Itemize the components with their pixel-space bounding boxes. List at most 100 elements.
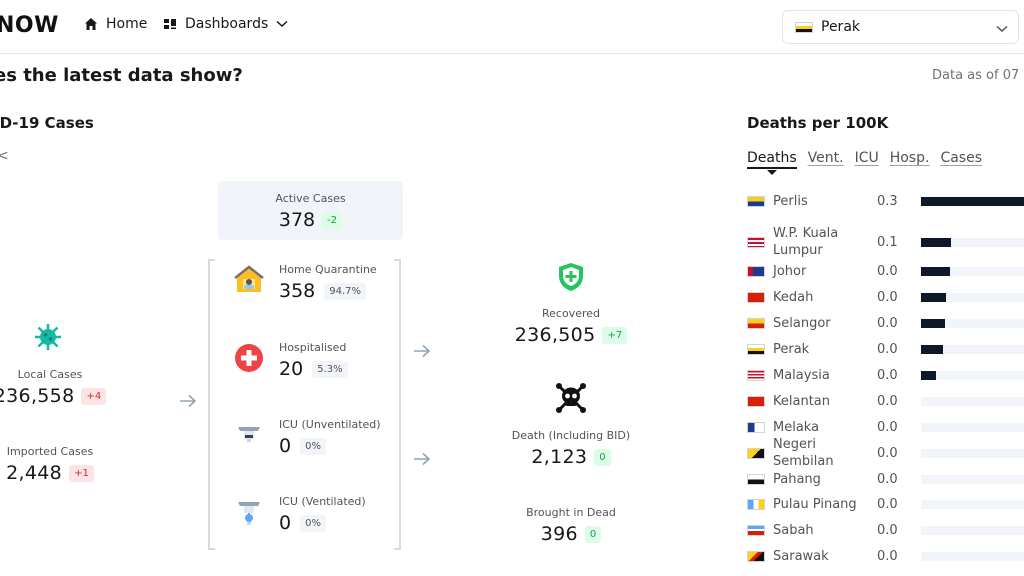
state-flag-icon [747,421,765,433]
ventilator-icon [234,497,264,527]
bracket-left [208,259,215,550]
state-name: Pahang [773,471,821,487]
shield-plus-icon [557,262,585,296]
local-cases-stat: Local Cases 236,558 +4 [0,368,110,407]
virus-icon [33,322,63,356]
state-deaths-value: 0.0 [877,522,898,538]
brand-logo[interactable]: NOW [0,13,59,38]
state-name: Kelantan [773,393,830,409]
state-row[interactable]: Perlis 0.3 [747,189,1024,213]
death-label: Death (Including BID) [511,429,631,442]
icu-ventilated-pct-badge: 0% [300,514,326,532]
home-quarantine-value: 358 [279,280,316,302]
state-bar-track [921,344,1024,354]
state-flag-icon [747,473,765,485]
state-name: Sarawak [773,548,829,564]
state-bar-track [921,237,1024,247]
imported-cases-change-badge: +1 [69,464,94,482]
icu-ventilated-label: ICU (Ventilated) [279,495,366,508]
tab-vent[interactable]: Vent. [807,150,844,166]
state-deaths-value: 0.0 [877,445,898,461]
cases-section-title: ID-19 Cases [0,114,94,132]
recovered-change-badge: +7 [602,326,628,344]
state-flag-icon [747,343,765,355]
state-row[interactable]: Negeri Sembilan 0.0 [747,437,1024,469]
state-deaths-value: 0.0 [877,496,898,512]
chevron-down-icon [276,20,288,28]
state-row[interactable]: Johor 0.0 [747,259,1024,283]
hospitalised-value: 20 [279,358,304,380]
active-cases-card: Active Cases 378 -2 [218,181,403,240]
state-deaths-value: 0.1 [877,234,898,250]
nav-dashboards-menu[interactable]: Dashboards [163,16,288,32]
state-bar-fill [921,237,951,247]
brought-in-dead-change-badge: 0 [584,525,602,543]
arrow-right-icon [413,342,431,363]
state-bar-track [921,525,1024,535]
state-bar-track [921,318,1024,328]
state-bar-track [921,422,1024,432]
state-row[interactable]: Kedah 0.0 [747,285,1024,309]
icu-unventilated-label: ICU (Unventilated) [279,418,381,431]
imported-cases-value: 2,448 [6,462,63,484]
house-icon [234,265,264,295]
state-deaths-value: 0.3 [877,193,898,209]
state-row[interactable]: Pahang 0.0 [747,467,1024,491]
skull-icon [555,382,587,418]
state-name: Selangor [773,315,831,331]
back-arrow-icon[interactable]: < [0,148,9,164]
state-row[interactable]: Perak 0.0 [747,337,1024,361]
tab-deaths[interactable]: Deaths [747,150,797,175]
death-value: 2,123 [531,446,588,468]
state-row[interactable]: Malaysia 0.0 [747,363,1024,387]
hospital-cross-icon [234,343,264,373]
state-bar-track [921,448,1024,458]
active-cases-value: 378 [278,209,316,231]
state-deaths-value: 0.0 [877,471,898,487]
icu-bed-icon [234,420,264,450]
state-row[interactable]: Selangor 0.0 [747,311,1024,335]
metric-tabs: Deaths Vent. ICU Hosp. Cases [747,150,983,175]
home-quarantine-pct-badge: 94.7% [324,282,367,300]
state-flag-icon [747,236,765,248]
state-name: Malaysia [773,367,830,383]
home-icon [84,17,98,31]
brought-in-dead-stat: Brought in Dead 396 0 [516,506,626,545]
state-flag-icon [747,498,765,510]
brought-in-dead-label: Brought in Dead [526,506,616,519]
nav-home-link[interactable]: Home [84,16,147,32]
state-row[interactable]: Melaka 0.0 [747,415,1024,439]
state-name: Pulau Pinang [773,496,857,512]
state-row[interactable]: W.P. Kuala Lumpur 0.1 [747,224,1024,260]
state-bar-fill [921,344,943,354]
death-stat: Death (Including BID) 2,123 0 [505,429,637,468]
tab-icu[interactable]: ICU [854,150,879,166]
tab-hosp[interactable]: Hosp. [889,150,930,166]
state-row[interactable]: Kelantan 0.0 [747,389,1024,413]
state-flag-icon [747,550,765,562]
recovered-label: Recovered [541,307,600,320]
state-flag-icon [747,317,765,329]
state-row[interactable]: Sabah 0.0 [747,518,1024,542]
state-deaths-value: 0.0 [877,315,898,331]
state-bar-track [921,196,1024,206]
state-flag-icon [747,524,765,536]
tab-cases[interactable]: Cases [940,150,983,166]
hospitalised-pct-badge: 5.3% [312,360,348,378]
state-selector[interactable]: Perak [782,10,1019,44]
imported-cases-label: Imported Cases [6,445,94,458]
state-flag-icon [747,291,765,303]
state-row[interactable]: Pulau Pinang 0.0 [747,492,1024,516]
arrow-right-icon [179,392,197,413]
local-cases-change-badge: +4 [81,387,107,405]
recovered-value: 236,505 [514,324,596,346]
state-flag-icon [747,447,765,459]
state-bar-fill [921,318,946,328]
state-row[interactable]: Sarawak 0.0 [747,544,1024,568]
brought-in-dead-value: 396 [540,523,578,545]
death-change-badge: 0 [594,448,611,466]
state-name: Perlis [773,193,808,209]
state-name: Johor [773,263,807,279]
chevron-down-icon [996,21,1008,37]
state-deaths-value: 0.0 [877,393,898,409]
